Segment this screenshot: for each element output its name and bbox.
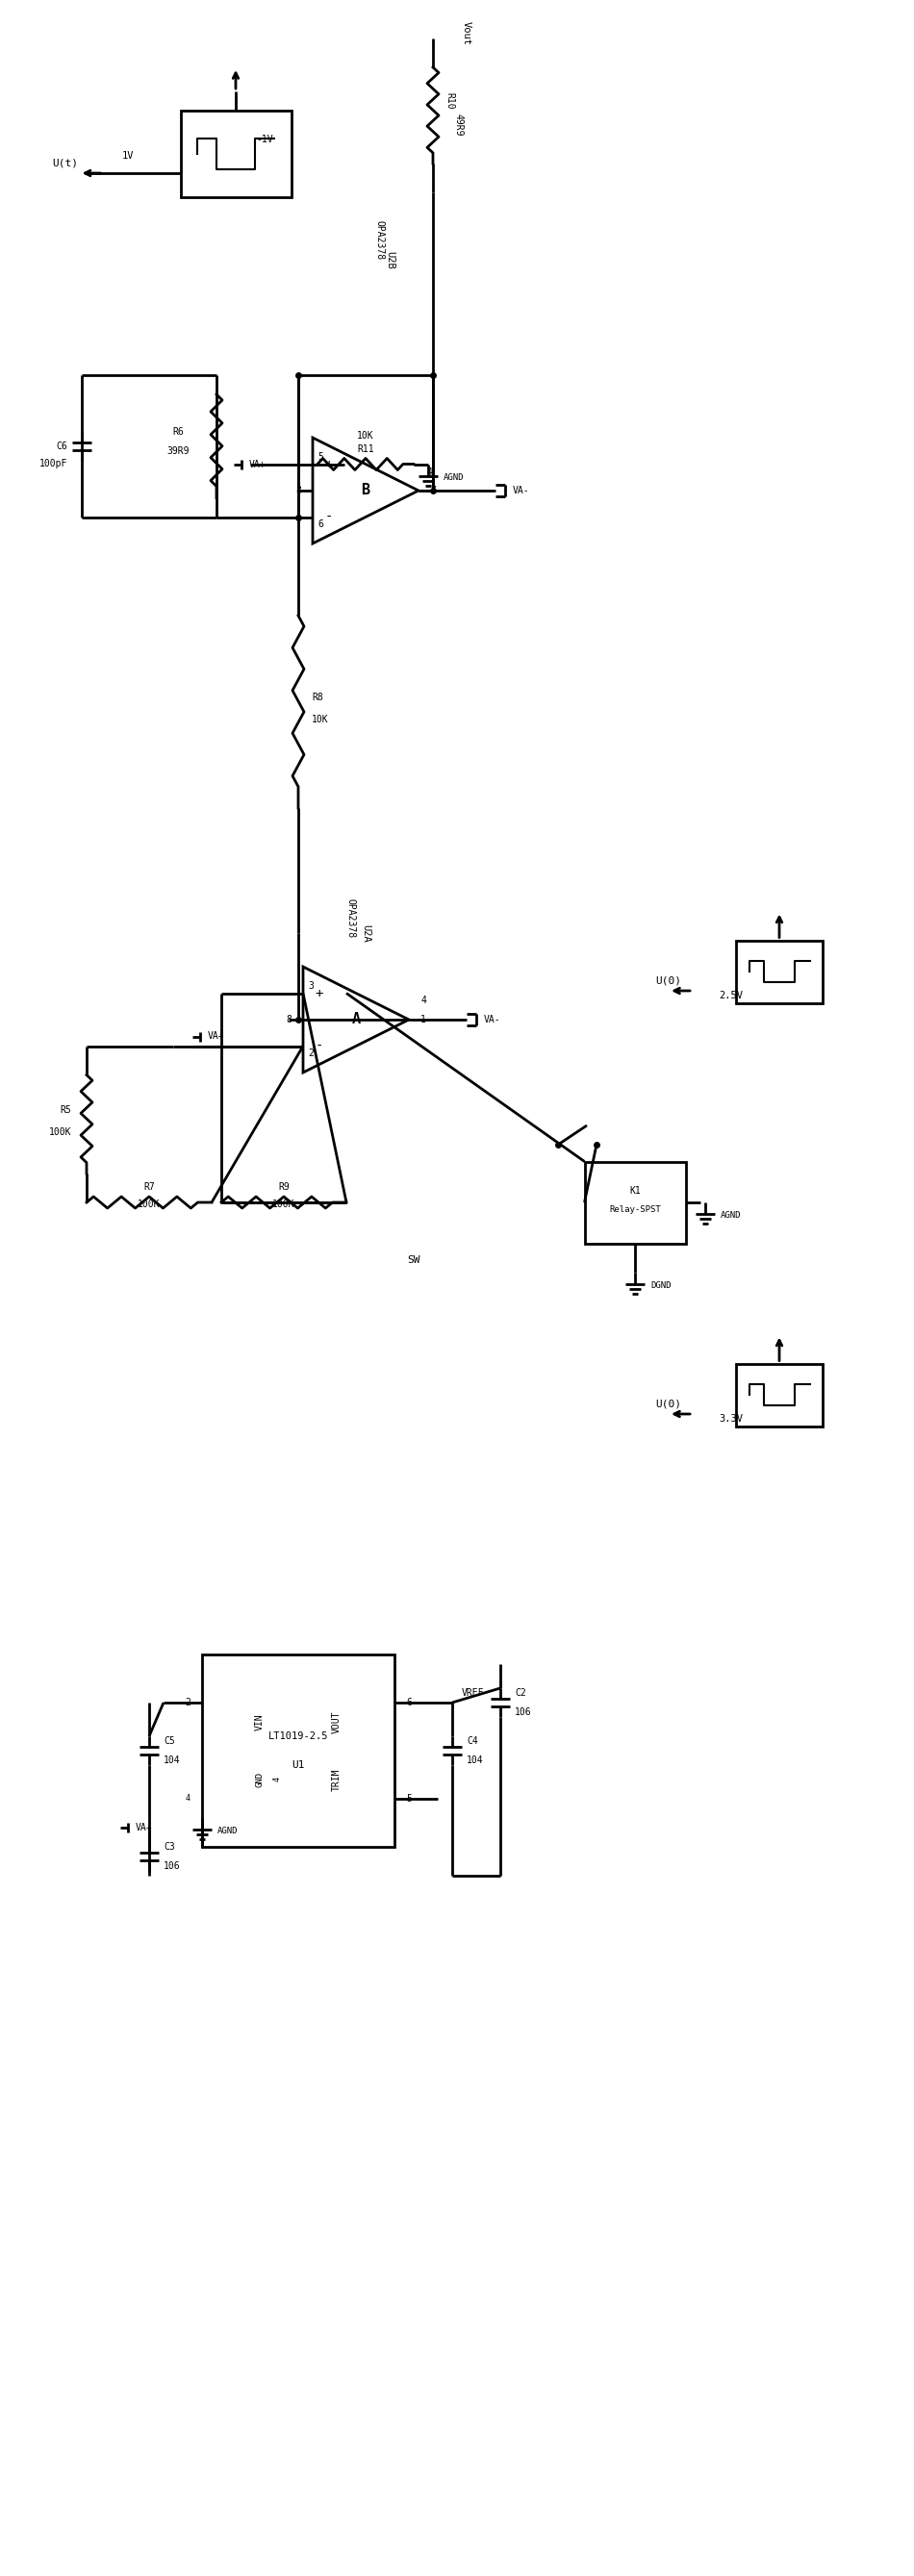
Text: -: - [324, 510, 333, 523]
Text: DGND: DGND [651, 1280, 671, 1291]
Text: C6: C6 [56, 440, 68, 451]
Text: VA-: VA- [513, 487, 530, 495]
Text: 106: 106 [164, 1862, 181, 1870]
Text: 6: 6 [406, 1698, 411, 1708]
Text: 3: 3 [308, 981, 314, 989]
Text: 2.5V: 2.5V [719, 992, 743, 999]
Text: 104: 104 [467, 1754, 484, 1765]
Text: -1V: -1V [256, 134, 273, 144]
Text: U2A: U2A [361, 925, 370, 943]
Text: 100K: 100K [48, 1128, 71, 1136]
Text: TRIM: TRIM [332, 1767, 342, 1790]
Text: 49R9: 49R9 [454, 113, 463, 137]
Text: VA-: VA- [484, 1015, 501, 1025]
Text: VIN: VIN [255, 1713, 264, 1731]
Text: 4: 4 [186, 1795, 190, 1803]
Text: AGND: AGND [443, 474, 464, 482]
Text: 7: 7 [430, 487, 436, 495]
Text: VA+: VA+ [135, 1824, 153, 1832]
Text: AGND: AGND [720, 1211, 741, 1221]
Text: R9: R9 [278, 1182, 290, 1193]
Text: 100pF: 100pF [39, 459, 68, 469]
Text: 10K: 10K [312, 714, 329, 724]
Text: R10: R10 [444, 93, 454, 108]
Text: R6: R6 [173, 428, 184, 435]
Text: 2: 2 [308, 1048, 314, 1059]
Text: 100K: 100K [272, 1200, 295, 1208]
Bar [736, 1363, 823, 1427]
Text: VOUT: VOUT [332, 1710, 342, 1734]
Text: U(t): U(t) [52, 160, 78, 167]
Text: -: - [315, 1038, 323, 1054]
Text: 4: 4 [273, 1777, 282, 1783]
Bar [584, 1162, 686, 1244]
Text: AGND: AGND [218, 1826, 239, 1837]
Bar [736, 940, 823, 1002]
Bar [180, 111, 291, 198]
Text: U(0): U(0) [655, 1399, 682, 1409]
Text: A: A [352, 1012, 360, 1028]
Text: VA+: VA+ [207, 1030, 225, 1041]
Text: C3: C3 [164, 1842, 175, 1852]
Text: 8: 8 [295, 487, 301, 495]
Text: U1: U1 [292, 1759, 304, 1770]
Text: Relay-SPST: Relay-SPST [609, 1206, 661, 1213]
Text: U2B: U2B [385, 250, 395, 268]
Text: 3.3V: 3.3V [719, 1414, 743, 1425]
Text: 1V: 1V [122, 152, 133, 160]
Text: VA+: VA+ [250, 459, 266, 469]
Text: U(0): U(0) [655, 976, 682, 987]
Text: 6: 6 [317, 520, 324, 531]
Text: OPA2378: OPA2378 [346, 899, 356, 938]
Text: OPA2378: OPA2378 [376, 222, 385, 260]
Text: 4: 4 [427, 466, 433, 477]
Text: R5: R5 [60, 1105, 71, 1115]
Text: 100K: 100K [138, 1200, 161, 1208]
Text: 2: 2 [185, 1698, 190, 1708]
Text: R8: R8 [312, 693, 323, 703]
Text: +: + [315, 987, 323, 999]
Text: 1: 1 [420, 1015, 426, 1025]
Bar [202, 1654, 395, 1847]
Text: R7: R7 [143, 1182, 154, 1193]
Text: C5: C5 [164, 1736, 175, 1747]
Text: 39R9: 39R9 [166, 446, 189, 456]
Text: SW: SW [408, 1255, 420, 1265]
Text: 5: 5 [317, 451, 324, 461]
Text: VREF: VREF [462, 1687, 484, 1698]
Text: 104: 104 [164, 1754, 181, 1765]
Text: C2: C2 [515, 1687, 526, 1698]
Text: LT1019-2.5: LT1019-2.5 [268, 1731, 328, 1741]
Text: K1: K1 [630, 1185, 641, 1195]
Text: +: + [324, 459, 333, 471]
Text: 4: 4 [420, 994, 426, 1005]
Text: 106: 106 [515, 1708, 532, 1718]
Text: GND: GND [255, 1772, 264, 1788]
Text: Vout: Vout [462, 21, 472, 46]
Text: 5: 5 [406, 1793, 411, 1803]
Text: 8: 8 [286, 1015, 292, 1025]
Text: 10K: 10K [357, 430, 374, 440]
Text: B: B [361, 484, 370, 497]
Text: C4: C4 [467, 1736, 478, 1747]
Text: R11: R11 [357, 443, 374, 453]
